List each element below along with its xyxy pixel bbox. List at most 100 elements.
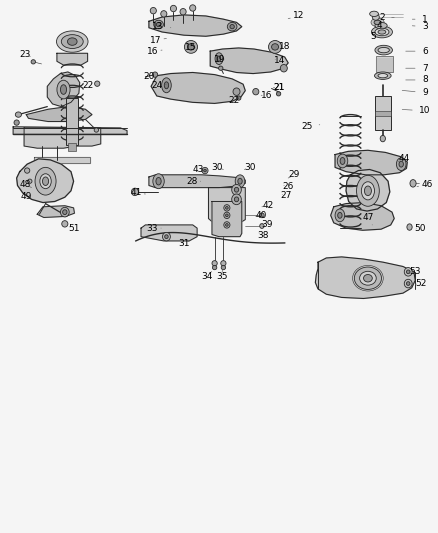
- Ellipse shape: [31, 60, 35, 64]
- Polygon shape: [141, 225, 197, 241]
- Bar: [375, 96, 391, 130]
- Ellipse shape: [57, 80, 70, 99]
- Ellipse shape: [212, 265, 217, 270]
- Ellipse shape: [374, 72, 391, 79]
- Polygon shape: [17, 159, 74, 203]
- Ellipse shape: [165, 235, 168, 239]
- Ellipse shape: [40, 174, 51, 189]
- Ellipse shape: [360, 271, 376, 285]
- Ellipse shape: [226, 207, 228, 209]
- Polygon shape: [315, 257, 415, 298]
- Ellipse shape: [396, 158, 406, 171]
- Text: 28: 28: [186, 177, 201, 185]
- Text: 22: 22: [82, 81, 93, 90]
- Ellipse shape: [260, 224, 264, 229]
- Polygon shape: [331, 203, 394, 230]
- Text: 47: 47: [362, 213, 374, 225]
- Text: 25: 25: [301, 123, 320, 131]
- Text: 29: 29: [288, 171, 300, 179]
- Text: 38: 38: [257, 231, 268, 240]
- Text: 31: 31: [178, 239, 190, 247]
- Ellipse shape: [404, 268, 412, 276]
- Ellipse shape: [180, 9, 186, 15]
- Polygon shape: [149, 175, 245, 188]
- Ellipse shape: [184, 41, 198, 53]
- Ellipse shape: [164, 82, 169, 88]
- Text: 30: 30: [211, 163, 223, 172]
- Ellipse shape: [230, 25, 234, 29]
- Text: 42: 42: [262, 201, 274, 210]
- Ellipse shape: [150, 7, 156, 14]
- Ellipse shape: [28, 179, 32, 183]
- Text: 21: 21: [273, 84, 284, 92]
- Ellipse shape: [235, 175, 245, 188]
- Ellipse shape: [361, 182, 374, 200]
- Ellipse shape: [221, 261, 226, 266]
- Ellipse shape: [60, 207, 69, 217]
- Bar: [68, 143, 76, 151]
- Polygon shape: [13, 127, 127, 134]
- Ellipse shape: [35, 167, 56, 195]
- Polygon shape: [151, 72, 245, 103]
- Ellipse shape: [370, 11, 378, 17]
- Ellipse shape: [404, 279, 412, 288]
- Ellipse shape: [335, 209, 345, 222]
- Ellipse shape: [354, 267, 381, 289]
- Text: 5: 5: [371, 32, 386, 41]
- Text: 4: 4: [377, 21, 389, 30]
- Ellipse shape: [14, 120, 19, 125]
- Ellipse shape: [217, 56, 221, 61]
- Ellipse shape: [378, 47, 389, 53]
- Ellipse shape: [61, 35, 83, 49]
- Ellipse shape: [62, 221, 68, 227]
- Ellipse shape: [371, 26, 392, 38]
- Text: 10: 10: [402, 107, 431, 115]
- Ellipse shape: [276, 92, 281, 96]
- Ellipse shape: [226, 214, 228, 216]
- Ellipse shape: [399, 161, 403, 167]
- Text: 16: 16: [261, 92, 272, 100]
- Ellipse shape: [407, 224, 412, 230]
- Ellipse shape: [375, 28, 389, 36]
- Ellipse shape: [232, 184, 241, 195]
- Text: 44: 44: [398, 155, 410, 163]
- Ellipse shape: [364, 274, 372, 282]
- Text: 16: 16: [147, 47, 162, 55]
- Text: 43: 43: [192, 165, 204, 174]
- Text: 53: 53: [410, 268, 421, 276]
- Ellipse shape: [260, 213, 264, 217]
- Ellipse shape: [162, 232, 170, 241]
- Text: 18: 18: [276, 43, 290, 51]
- Text: 15: 15: [185, 44, 196, 52]
- Text: 34: 34: [201, 272, 212, 280]
- Ellipse shape: [153, 174, 164, 189]
- Text: 6: 6: [406, 47, 428, 55]
- Text: 41: 41: [130, 189, 145, 197]
- Ellipse shape: [337, 154, 348, 168]
- Ellipse shape: [232, 194, 241, 205]
- Ellipse shape: [226, 224, 228, 227]
- Text: 39: 39: [261, 221, 273, 229]
- Text: 51: 51: [68, 224, 79, 232]
- Ellipse shape: [224, 205, 230, 211]
- Text: 30: 30: [244, 163, 255, 172]
- Ellipse shape: [156, 22, 161, 27]
- Text: 1: 1: [412, 15, 428, 23]
- Text: 19: 19: [214, 55, 226, 64]
- Ellipse shape: [253, 88, 259, 95]
- Ellipse shape: [25, 168, 30, 173]
- Ellipse shape: [60, 85, 67, 94]
- Ellipse shape: [95, 81, 100, 86]
- Ellipse shape: [156, 177, 161, 185]
- Text: 27: 27: [281, 191, 292, 199]
- Ellipse shape: [338, 212, 342, 219]
- Ellipse shape: [190, 5, 196, 11]
- Text: 3: 3: [412, 22, 428, 31]
- Ellipse shape: [375, 22, 387, 29]
- Ellipse shape: [272, 44, 279, 50]
- Ellipse shape: [152, 72, 158, 77]
- Ellipse shape: [233, 88, 240, 95]
- Ellipse shape: [380, 135, 385, 142]
- Polygon shape: [149, 15, 242, 36]
- Ellipse shape: [219, 66, 223, 70]
